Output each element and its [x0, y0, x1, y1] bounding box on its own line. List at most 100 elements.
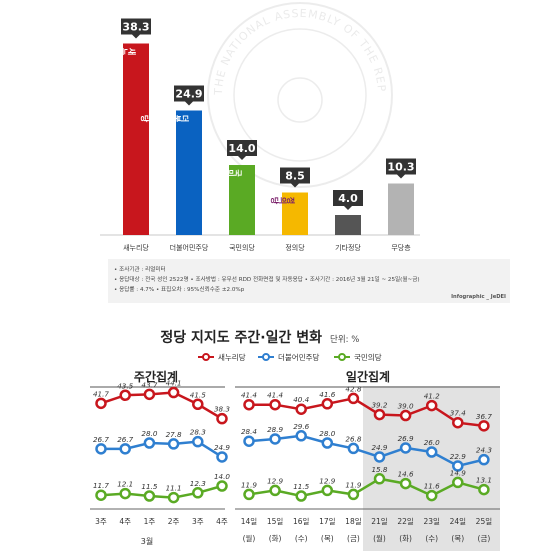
data-label: 26.7	[93, 435, 109, 444]
data-label: 41.2	[424, 392, 440, 401]
bar-value-box	[386, 158, 416, 175]
x-weekday-label: (금)	[347, 534, 360, 543]
data-label: 43.5	[117, 381, 133, 390]
series-marker	[347, 392, 360, 405]
data-label: 11.9	[241, 480, 257, 489]
series-marker	[243, 488, 255, 501]
series-marker	[269, 484, 281, 497]
x-tick-label: 3주	[95, 517, 107, 526]
line-charts: 41.7 43.5 43.7 44.1 41.5 38.3 26.7 26.7 28.0 27.8…	[93, 379, 492, 543]
bar-value-label: 8.5	[285, 170, 305, 183]
data-label: 28.4	[241, 427, 257, 436]
data-label: 11.6	[424, 482, 440, 491]
daily-panel-title: 일간집계	[346, 369, 390, 384]
series-line	[249, 397, 485, 428]
weekly-month-label: 3월	[141, 536, 153, 546]
data-label: 12.9	[319, 476, 335, 485]
series-marker	[143, 388, 156, 401]
data-label: 28.9	[267, 425, 283, 434]
x-tick-label: 25일	[476, 517, 493, 526]
bar-value-label: 38.3	[122, 21, 149, 34]
data-label: 26.7	[117, 435, 133, 444]
bar	[282, 192, 308, 235]
data-label: 42.8	[345, 384, 361, 393]
infographic-credit: Infographic _ JeDEI	[451, 294, 506, 300]
data-label: 27.8	[166, 430, 182, 439]
data-label: 24.9	[214, 443, 230, 452]
x-tick-label: 24일	[450, 517, 467, 526]
bar-party-logo: 새누리당	[103, 47, 137, 56]
survey-note-1: • 조사기관 : 리얼미터	[114, 265, 166, 273]
data-label: 24.3	[476, 446, 492, 455]
series-marker	[321, 398, 334, 410]
series-marker	[478, 483, 490, 496]
data-label: 41.6	[319, 390, 335, 399]
data-label: 43.7	[141, 380, 157, 389]
x-tick-label: 15일	[267, 517, 284, 526]
data-label: 11.1	[166, 484, 182, 493]
series-marker	[269, 398, 281, 411]
series-line	[101, 440, 223, 459]
series-marker	[425, 489, 438, 502]
x-tick-label: 18일	[345, 517, 362, 526]
series-marker	[95, 489, 107, 501]
series-marker	[452, 476, 464, 489]
data-label: 11.5	[293, 482, 309, 491]
bar-value-box	[174, 85, 204, 102]
series-marker	[143, 437, 156, 449]
bar-value-pointer	[132, 34, 140, 39]
bar-category-label: 국민의당	[229, 243, 255, 252]
series-marker	[216, 412, 228, 425]
data-label: 11.9	[345, 480, 361, 489]
trend-legend: 새누리당 더불어민주당 국민의당	[198, 352, 382, 362]
bar-value-box	[333, 190, 363, 206]
x-tick-label: 2주	[168, 517, 180, 526]
x-weekday-label: (수)	[295, 534, 308, 543]
series-marker	[119, 443, 131, 455]
legend-label-saenuri: 새누리당	[218, 352, 246, 362]
x-weekday-label: (화)	[399, 534, 412, 543]
series-marker	[295, 403, 307, 415]
bar	[229, 165, 255, 235]
series-marker	[399, 442, 412, 454]
x-tick-label: 22일	[397, 517, 414, 526]
data-label: 39.0	[398, 402, 414, 411]
bar-value-box	[280, 167, 310, 184]
series-marker	[452, 416, 464, 429]
bar-value-pointer	[238, 156, 246, 160]
x-tick-label: 4주	[216, 517, 228, 526]
series-line	[248, 477, 485, 498]
data-label: 28.3	[190, 428, 206, 437]
survey-note-3: • 응답률 : 4.7% • 표집오차 : 95%신뢰수준 ±2.0%p	[114, 285, 245, 293]
survey-note-2: • 응답대상 : 전국 성인 2522명 • 조사방법 : 유무선 RDD 전화…	[114, 275, 420, 283]
legend-marker-people	[338, 353, 346, 361]
x-weekday-label: (목)	[451, 534, 464, 543]
survey-notes-box	[108, 259, 510, 303]
series-marker	[478, 453, 490, 466]
bar-party-logo: 국민의당	[209, 168, 242, 177]
series-marker	[425, 399, 438, 412]
data-label: 26.8	[345, 434, 361, 443]
series-marker	[167, 386, 180, 399]
bar-category-label: 새누리당	[123, 243, 149, 252]
legend-label-people: 국민의당	[354, 352, 382, 362]
series-marker	[399, 409, 412, 422]
bar-category-label: 더불어민주당	[170, 243, 209, 252]
data-label: 15.8	[371, 465, 387, 474]
series-line	[248, 434, 485, 468]
trend-title: 정당 지지도 주간·일간 변화	[160, 329, 322, 346]
series-marker	[373, 473, 386, 485]
series-marker	[425, 446, 438, 458]
data-label: 44.1	[166, 379, 182, 388]
data-label: 11.7	[93, 481, 109, 490]
bar-category-label: 정의당	[285, 243, 305, 252]
series-marker	[295, 490, 307, 502]
bar-value-label: 14.0	[228, 142, 255, 155]
data-label: 28.0	[141, 429, 157, 438]
x-weekday-label: (월)	[373, 533, 386, 543]
data-label: 26.9	[398, 434, 414, 443]
series-marker	[216, 451, 228, 463]
data-label: 11.5	[141, 482, 157, 491]
data-label: 12.9	[267, 476, 283, 485]
series-marker	[452, 460, 464, 472]
